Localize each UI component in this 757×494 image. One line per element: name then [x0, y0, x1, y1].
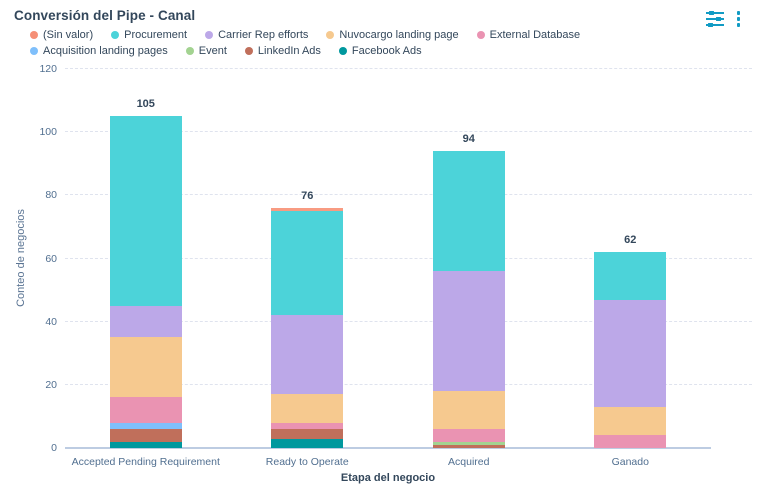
- legend-item-label: Nuvocargo landing page: [339, 29, 459, 41]
- y-tick-label: 20: [45, 378, 57, 391]
- bar-segment[interactable]: [432, 151, 505, 272]
- bar-segment[interactable]: [432, 441, 505, 445]
- bar-segment[interactable]: [594, 252, 667, 300]
- legend-item-label: (Sin valor): [43, 29, 94, 41]
- legend-item-label: Procurement: [124, 29, 188, 41]
- y-tick-label: 120: [39, 63, 57, 75]
- legend-dot-icon: [205, 31, 214, 39]
- chart-settings-icon[interactable]: [705, 10, 724, 27]
- stacked-bar[interactable]: [109, 116, 182, 448]
- category-slot: 94 Acquired: [388, 69, 550, 468]
- x-category-label: Accepted Pending Requirement: [71, 456, 220, 468]
- legend-dot-icon: [30, 31, 38, 39]
- bar-segment[interactable]: [594, 435, 667, 448]
- bar-segment[interactable]: [109, 441, 182, 448]
- bar-segment[interactable]: [109, 116, 182, 306]
- legend-item-label: Facebook Ads: [351, 45, 422, 57]
- legend-item[interactable]: External Database: [476, 29, 581, 41]
- legend-item[interactable]: Acquisition landing pages: [30, 45, 168, 57]
- bar-segment[interactable]: [432, 271, 505, 392]
- bar-segment[interactable]: [109, 397, 182, 423]
- bar-segment[interactable]: [109, 337, 182, 398]
- legend-item-label: LinkedIn Ads: [257, 45, 321, 57]
- report-header: Conversión del Pipe - Canal: [14, 8, 743, 28]
- y-axis-title: Conteo de negocios: [15, 209, 27, 307]
- page-title: Conversión del Pipe - Canal: [14, 8, 196, 23]
- legend-item-label: Carrier Rep efforts: [218, 29, 309, 41]
- x-category-label: Ganado: [611, 456, 649, 468]
- legend-row-2: Acquisition landing pages Event LinkedIn A…: [30, 45, 630, 57]
- x-axis-title: Etapa del negocio: [340, 472, 436, 484]
- legend-item-label: Event: [198, 45, 227, 57]
- bar-segment[interactable]: [271, 422, 344, 430]
- legend-item-label: Acquisition landing pages: [43, 45, 168, 57]
- gridline-y100: [65, 131, 752, 133]
- gridline-y40: [65, 320, 752, 322]
- y-tick-label: 80: [45, 189, 57, 202]
- bar-total-label: 105: [136, 98, 155, 111]
- legend-dot-icon: [185, 47, 194, 55]
- y-tick-label: 40: [45, 315, 57, 328]
- legend-item[interactable]: Carrier Rep efforts: [205, 29, 308, 41]
- gridline-y60: [65, 257, 752, 259]
- bar-segment[interactable]: [432, 391, 505, 430]
- bar-segment[interactable]: [271, 208, 344, 212]
- bar-segment[interactable]: [432, 429, 505, 442]
- category-slot: 62 Ganado: [550, 69, 712, 468]
- y-tick-label: 0: [51, 442, 57, 454]
- plot-area: 0 20 40 60 80 100 120 105 Accepted Pending Requi…: [39, 63, 752, 468]
- y-tick-label: 60: [45, 252, 57, 265]
- bar-segment[interactable]: [432, 444, 505, 448]
- legend-item[interactable]: Facebook Ads: [338, 45, 422, 57]
- bar-segment[interactable]: [109, 305, 182, 338]
- legend-item[interactable]: Event: [185, 45, 227, 57]
- bars-container: 105 Accepted Pending Requirement 76 Ready t…: [65, 69, 712, 468]
- bar-segment[interactable]: [271, 211, 344, 316]
- legend-dot-icon: [476, 31, 485, 39]
- legend-dot-icon: [111, 31, 120, 39]
- stacked-bar[interactable]: [594, 252, 667, 448]
- bar-total-label: 94: [462, 133, 475, 146]
- legend-item[interactable]: (Sin valor): [30, 29, 93, 41]
- bar-segment[interactable]: [109, 429, 182, 442]
- legend-dot-icon: [326, 31, 335, 39]
- gridline-y20: [65, 383, 752, 385]
- header-icons: [705, 10, 744, 28]
- legend-item[interactable]: LinkedIn Ads: [244, 45, 321, 57]
- bar-total-label: 76: [301, 189, 314, 202]
- chart-legend: (Sin valor) Procurement Carrier Rep effort…: [30, 29, 630, 57]
- kebab-menu-icon[interactable]: [734, 10, 744, 28]
- bar-total-label: 62: [624, 234, 637, 247]
- stacked-bar[interactable]: [271, 208, 344, 448]
- x-axis-line: [65, 447, 711, 449]
- bar-segment[interactable]: [271, 315, 344, 395]
- legend-item[interactable]: Procurement: [111, 29, 187, 41]
- category-slot: 76 Ready to Operate: [227, 69, 389, 468]
- bar-segment[interactable]: [271, 394, 344, 423]
- legend-item[interactable]: Nuvocargo landing page: [326, 29, 459, 41]
- stacked-bar[interactable]: [432, 151, 505, 448]
- legend-dot-icon: [338, 47, 347, 55]
- bar-segment[interactable]: [594, 299, 667, 407]
- bar-segment[interactable]: [594, 406, 667, 436]
- x-category-label: Acquired: [448, 456, 490, 468]
- bar-segment[interactable]: [271, 438, 344, 448]
- legend-dot-icon: [244, 47, 253, 55]
- y-tick-label: 100: [39, 126, 57, 139]
- x-category-label: Ready to Operate: [265, 456, 349, 468]
- gridline-y120: [65, 68, 752, 69]
- bar-segment[interactable]: [109, 422, 182, 430]
- legend-row-1: (Sin valor) Procurement Carrier Rep effort…: [30, 29, 630, 41]
- bar-segment[interactable]: [271, 429, 344, 439]
- gridline-y80: [65, 194, 752, 196]
- category-slot: 105 Accepted Pending Requirement: [65, 69, 227, 468]
- legend-item-label: External Database: [489, 29, 581, 41]
- legend-dot-icon: [30, 47, 38, 55]
